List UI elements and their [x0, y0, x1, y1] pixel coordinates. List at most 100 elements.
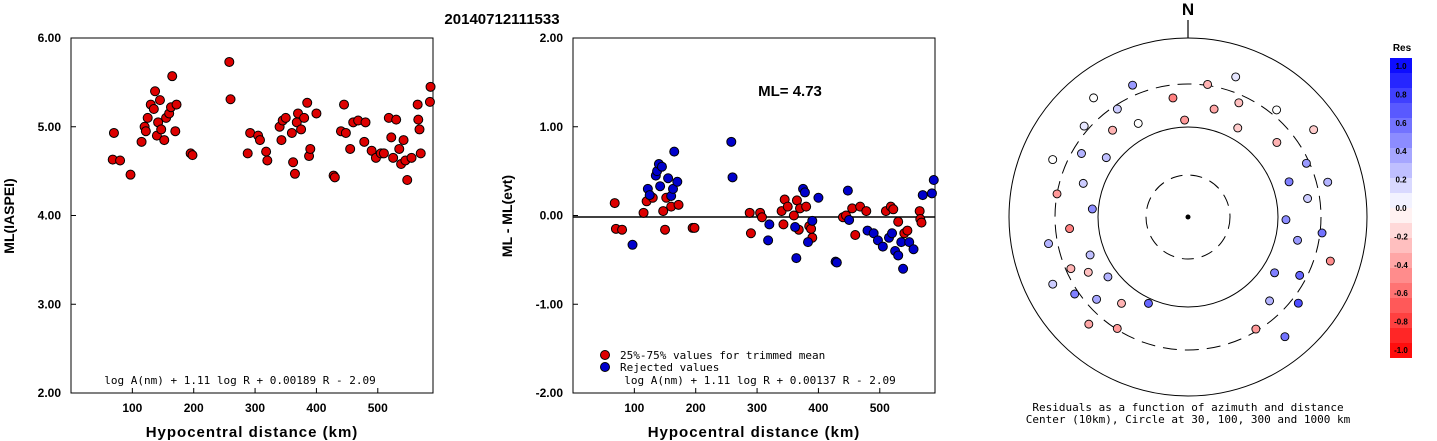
colorbar-label: 1.0	[1395, 62, 1407, 71]
data-point	[406, 152, 417, 163]
colorbar-label: -0.6	[1394, 289, 1408, 298]
rejected-point	[802, 237, 813, 248]
colorbar-label: 0.6	[1395, 119, 1407, 128]
rejected-point	[655, 181, 666, 192]
rejected-point	[663, 173, 674, 184]
colorbar-cell	[1390, 253, 1412, 268]
station-marker	[1085, 250, 1095, 260]
data-point	[224, 56, 235, 67]
data-point	[305, 143, 316, 154]
data-point	[296, 124, 307, 135]
y-tick-label: 2.00	[38, 386, 62, 400]
data-point	[156, 124, 167, 135]
azimuth-residual-plot: N Residuals as a function of azimuth and…	[1008, 0, 1368, 426]
data-point	[782, 201, 793, 212]
rejected-point	[868, 228, 879, 239]
data-point	[345, 143, 356, 154]
data-point	[888, 204, 899, 215]
epicenter-marker	[1185, 214, 1191, 220]
rejected-point	[644, 190, 655, 201]
x-tick-labels-left: 100 200 300 400 500	[122, 388, 388, 415]
data-point	[339, 99, 350, 110]
rejected-point	[928, 175, 939, 185]
data-point	[658, 206, 669, 217]
data-point	[778, 219, 789, 230]
data-point	[359, 136, 370, 147]
legend-marker-trimmed	[600, 350, 610, 360]
data-points-left	[107, 56, 436, 185]
station-marker	[1233, 123, 1243, 133]
colorbar-cell	[1390, 268, 1412, 283]
colorbar-label: -0.4	[1394, 261, 1408, 270]
data-point	[280, 112, 291, 123]
station-marker	[1270, 268, 1280, 278]
rejected-point	[844, 214, 855, 225]
station-marker	[1265, 296, 1275, 306]
colorbar-cell	[1390, 178, 1412, 193]
north-label: N	[1182, 0, 1194, 19]
y-tick-label: -2.00	[536, 386, 564, 400]
data-point	[142, 112, 153, 123]
circle-100km	[1097, 126, 1279, 308]
station-marker	[1209, 104, 1219, 114]
station-marker	[1293, 298, 1303, 308]
x-tick-label: 300	[245, 401, 265, 415]
station-marker	[1280, 332, 1290, 342]
station-marker	[1325, 256, 1335, 266]
rejected-point	[790, 222, 801, 233]
colorbar-label: -1.0	[1394, 346, 1408, 355]
polar-caption-line1: Residuals as a function of azimuth and d…	[1032, 401, 1343, 414]
data-point	[394, 143, 405, 154]
data-point	[402, 175, 413, 185]
circle-300km	[1054, 83, 1322, 351]
x-tick-label: 500	[870, 401, 890, 415]
colorbar-cell	[1390, 58, 1412, 73]
y-tick-labels-middle: -2.00 -1.00 0.00 1.00 2.00	[536, 31, 578, 400]
data-point	[170, 126, 181, 137]
station-marker	[1079, 121, 1089, 131]
data-point	[801, 201, 812, 212]
legend-label-trimmed: 25%-75% values for trimmed mean	[620, 349, 825, 362]
data-point	[261, 146, 272, 157]
data-point	[286, 127, 297, 138]
station-marker	[1112, 324, 1122, 333]
figure-title: 20140712111533	[444, 11, 559, 28]
data-point	[916, 217, 927, 228]
data-point	[413, 114, 424, 125]
colorbar-cell	[1390, 193, 1412, 208]
y-tick-label: -1.00	[536, 297, 564, 311]
station-marker	[1048, 155, 1058, 165]
colorbar-cell	[1390, 343, 1412, 358]
station-marker	[1293, 235, 1303, 245]
rejected-point	[727, 172, 738, 183]
station-marker	[1112, 104, 1122, 114]
magnitude-vs-distance-plot: 2.00 3.00 4.00 5.00 6.00 100 200 300 400 500 ML(…	[1, 31, 436, 441]
data-point	[425, 81, 436, 92]
data-point	[171, 99, 182, 110]
station-marker	[1323, 177, 1333, 187]
colorbar-label: 0.0	[1395, 204, 1407, 213]
station-marker	[1180, 115, 1190, 125]
data-point	[302, 97, 313, 108]
data-point	[115, 155, 126, 166]
station-marker	[1084, 319, 1094, 329]
data-point	[617, 224, 628, 235]
data-point	[850, 230, 861, 241]
x-tick-label: 300	[747, 401, 767, 415]
rejected-point	[813, 192, 824, 203]
plot-frame-left	[70, 37, 434, 394]
rejected-point	[926, 188, 937, 199]
colorbar-cell	[1390, 73, 1412, 88]
y-axis-label-left: ML(IASPEI)	[1, 178, 17, 253]
station-marker	[1101, 153, 1111, 163]
circle-1000km	[1008, 37, 1368, 397]
legend-label-rejected: Rejected values	[620, 361, 719, 374]
data-point	[289, 168, 300, 179]
station-marker	[1272, 137, 1282, 147]
residual-vs-distance-plot: -2.00 -1.00 0.00 1.00 2.00 100 200 300 400 500 M…	[499, 31, 939, 441]
x-tick-label: 200	[184, 401, 204, 415]
colorbar-cell	[1390, 118, 1412, 133]
rejected-point	[877, 241, 888, 252]
station-marker	[1231, 72, 1241, 82]
station-markers	[1044, 72, 1335, 342]
